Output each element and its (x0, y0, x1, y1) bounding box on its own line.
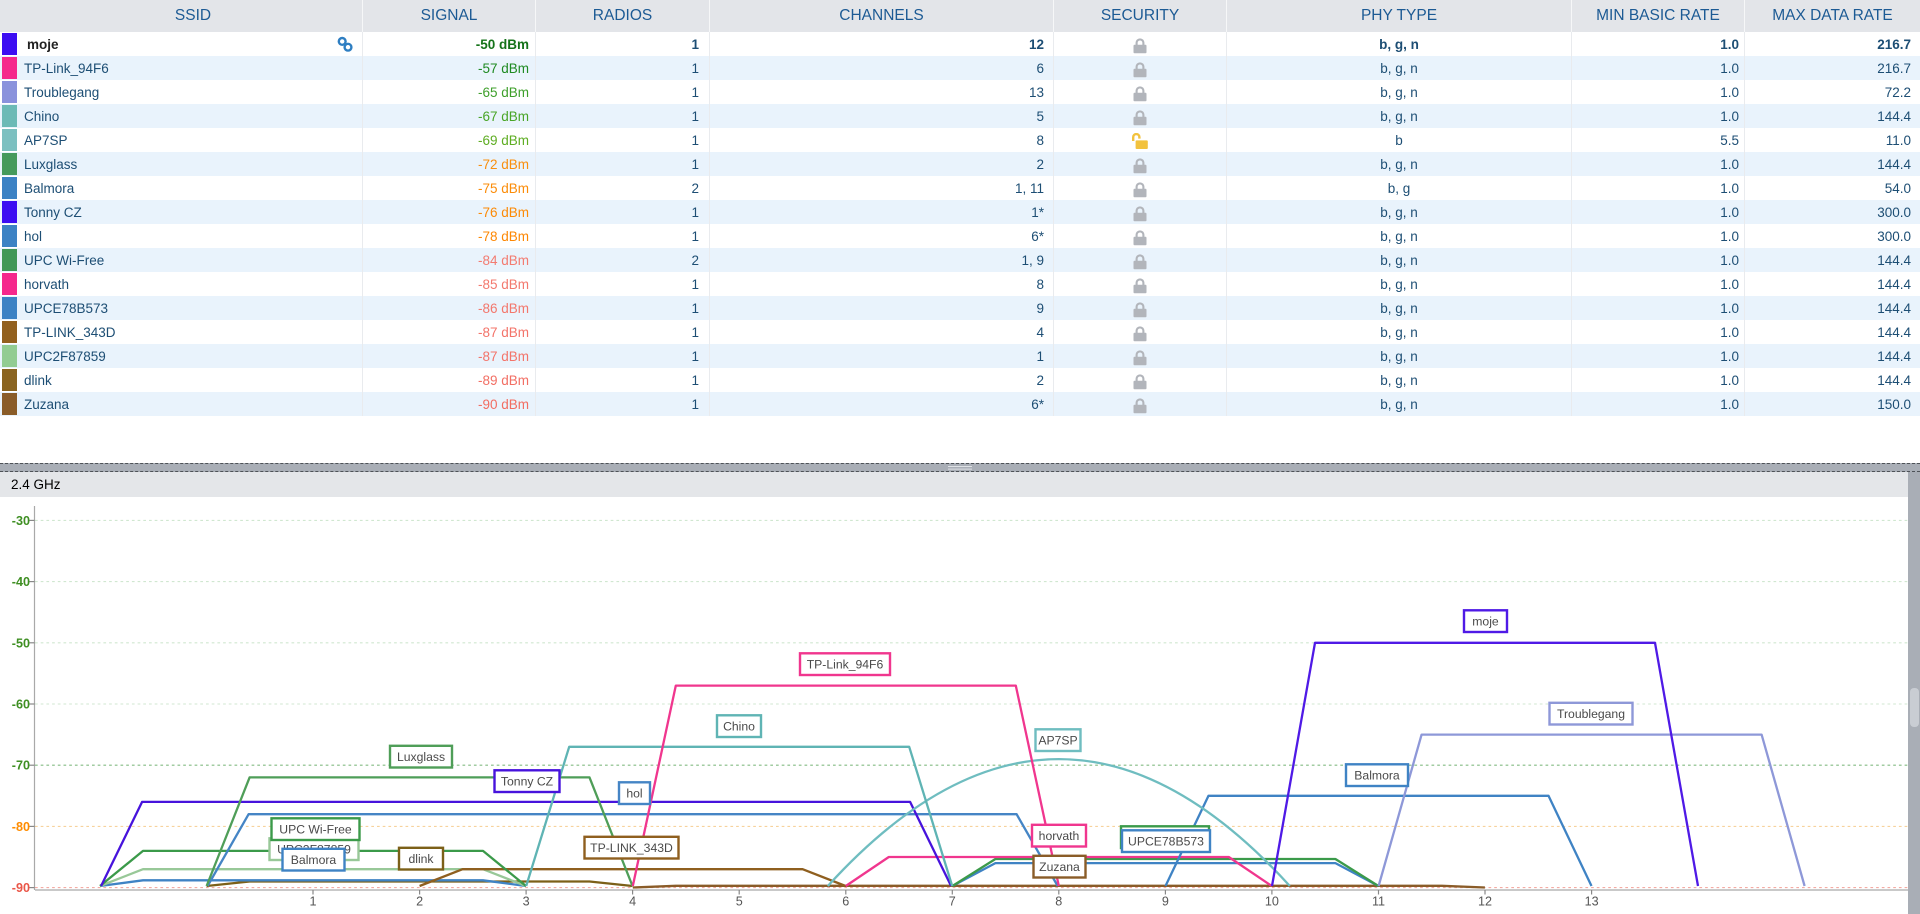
svg-text:horvath: horvath (1039, 829, 1080, 843)
svg-text:1: 1 (309, 895, 316, 909)
svg-text:-40: -40 (12, 575, 30, 589)
svg-text:Zuzana: Zuzana (1039, 860, 1080, 874)
svg-text:Luxglass: Luxglass (397, 750, 445, 764)
svg-text:7: 7 (949, 895, 956, 909)
svg-text:TP-LINK_343D: TP-LINK_343D (590, 841, 673, 855)
svg-text:12: 12 (1478, 895, 1492, 909)
svg-text:10: 10 (1265, 895, 1279, 909)
svg-text:2: 2 (416, 895, 423, 909)
svg-text:Tonny CZ: Tonny CZ (501, 774, 554, 788)
svg-text:UPCE78B573: UPCE78B573 (1128, 834, 1204, 848)
svg-text:4: 4 (629, 895, 636, 909)
svg-text:Balmora: Balmora (1354, 768, 1400, 782)
svg-text:TP-Link_94F6: TP-Link_94F6 (807, 657, 884, 671)
svg-text:Troublegang: Troublegang (1557, 707, 1625, 721)
svg-text:-90: -90 (12, 881, 30, 895)
svg-text:-60: -60 (12, 698, 30, 712)
svg-text:Balmora: Balmora (291, 853, 337, 867)
svg-text:Chino: Chino (723, 719, 755, 733)
svg-text:5: 5 (736, 895, 743, 909)
svg-text:AP7SP: AP7SP (1038, 733, 1077, 747)
svg-text:hol: hol (626, 786, 642, 800)
svg-text:6: 6 (842, 895, 849, 909)
svg-text:9: 9 (1162, 895, 1169, 909)
svg-text:-80: -80 (12, 820, 30, 834)
svg-text:-50: -50 (12, 636, 30, 650)
svg-text:11: 11 (1372, 895, 1385, 909)
svg-text:8: 8 (1055, 895, 1062, 909)
svg-text:-70: -70 (12, 759, 30, 773)
svg-text:-30: -30 (12, 514, 30, 528)
svg-text:moje: moje (1472, 614, 1499, 628)
svg-text:3: 3 (523, 895, 530, 909)
svg-text:UPC Wi-Free: UPC Wi-Free (279, 822, 352, 836)
svg-text:dlink: dlink (408, 852, 434, 866)
svg-text:13: 13 (1585, 895, 1599, 909)
